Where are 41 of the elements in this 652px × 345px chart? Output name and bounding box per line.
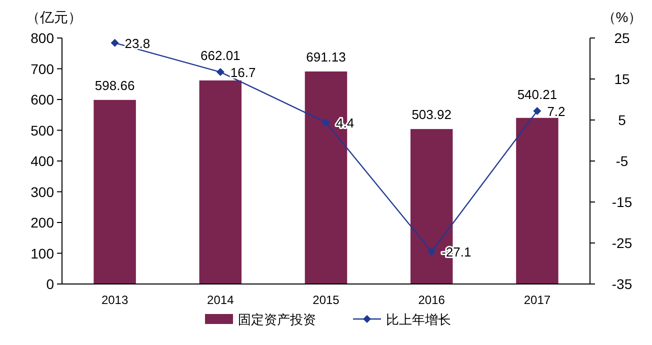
x-tick-label: 2016 — [418, 293, 446, 307]
y2-tick-label: -5 — [616, 153, 628, 169]
data-label: 503.92 — [412, 107, 452, 122]
y2-tick-label: 25 — [614, 30, 630, 46]
y-tick-label: 700 — [30, 60, 54, 77]
legend-label: 固定资产投资 — [238, 312, 316, 327]
y2-tick-label: -25 — [612, 235, 632, 251]
y2-tick-label: 15 — [614, 71, 630, 87]
y-axis-title: （亿元） — [26, 9, 82, 25]
point — [322, 118, 330, 126]
data-label: 662.01 — [200, 48, 240, 64]
y-tick-label: 200 — [30, 214, 54, 230]
y2-axis-title: （%） — [602, 9, 642, 25]
x-tick-label: 2017 — [524, 293, 551, 307]
data-label: 598.66 — [94, 78, 135, 93]
bar — [94, 100, 136, 284]
y2-tick-label: 5 — [618, 112, 626, 128]
bar — [199, 80, 242, 284]
data-label: 540.21 — [517, 86, 558, 102]
point — [110, 38, 119, 47]
point — [428, 248, 436, 256]
bar — [516, 118, 558, 284]
data-label: 691.13 — [306, 49, 346, 64]
y2-tick-label: -15 — [612, 194, 632, 210]
data-label: 7.2 — [547, 104, 566, 119]
data-label: 16.7 — [230, 65, 256, 80]
y-tick-label: 500 — [30, 122, 54, 138]
y-tick-label: 400 — [30, 153, 54, 169]
x-tick-label: 2013 — [101, 293, 128, 307]
data-label: 23.8 — [124, 36, 150, 51]
y-tick-label: 600 — [30, 92, 54, 108]
point — [216, 68, 224, 76]
x-tick-label: 2015 — [312, 293, 340, 307]
x-tick-label: 2014 — [207, 293, 234, 307]
y2-tick-label: -35 — [612, 276, 632, 292]
y-tick-label: 800 — [30, 30, 54, 46]
y-tick-label: 300 — [30, 184, 54, 200]
y-tick-label: 100 — [30, 245, 54, 262]
point — [533, 106, 542, 115]
legend-label: 比上年增长 — [386, 312, 451, 327]
y-tick-label: 0 — [46, 276, 54, 292]
